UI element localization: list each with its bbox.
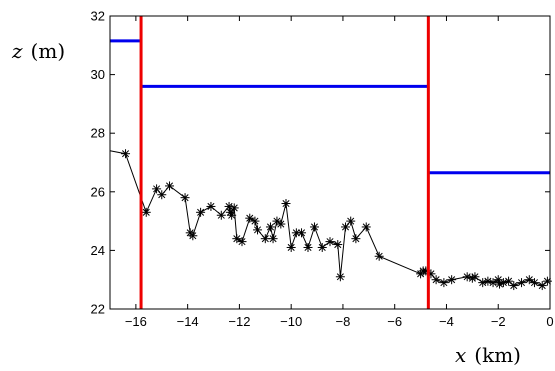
data-point-star [542, 276, 552, 286]
x-axis-unit: (km) [474, 343, 521, 367]
data-point-star [232, 234, 242, 244]
data-point-star [250, 216, 260, 226]
tick-labels: −16 −14 −12 −10 −8 −6 −4 −2 0 22 24 26 28 30 32 [91, 9, 554, 330]
data-point-star [447, 275, 457, 285]
data-point-star [216, 210, 226, 220]
y-tick-label: 26 [91, 184, 105, 199]
data-point-star [286, 242, 296, 252]
data-point-star [470, 272, 480, 282]
data-point-star [229, 203, 239, 213]
data-point-star [260, 234, 270, 244]
x-tick-label: −16 [125, 314, 147, 329]
series-line [109, 150, 548, 287]
y-axis-variable: z [11, 39, 23, 63]
data-point-star [335, 272, 345, 282]
data-point-star [165, 181, 175, 191]
data-point-star [152, 184, 162, 194]
data-point-star [309, 222, 319, 232]
x-axis-label: x (km) [455, 343, 521, 367]
y-tick-label: 32 [91, 9, 105, 24]
data-point-star [291, 228, 301, 238]
x-tick-label: −14 [177, 314, 199, 329]
y-tick-label: 30 [91, 67, 105, 82]
y-axis-unit: (m) [31, 39, 66, 63]
data-point-star [141, 207, 151, 217]
plot-frame [109, 15, 551, 310]
data-point-star [524, 275, 534, 285]
data-point-star [504, 276, 514, 286]
data-point-star [374, 251, 384, 261]
data-point-star [272, 216, 282, 226]
data-point-star [325, 237, 335, 247]
data-point-star [537, 281, 547, 291]
y-tick-label: 28 [91, 126, 105, 141]
data-point-star [245, 213, 255, 223]
data-point-star [529, 278, 539, 288]
data-point-star [333, 240, 343, 250]
x-tick-label: −4 [439, 314, 454, 329]
data-point-star [341, 222, 351, 232]
data-point-star [253, 225, 263, 235]
data-point-star [517, 278, 527, 288]
data-point-star [509, 281, 519, 291]
x-tick-label: −6 [387, 314, 402, 329]
plot-background [110, 16, 550, 309]
data-point-star [224, 201, 234, 211]
x-tick-label: −12 [228, 314, 250, 329]
y-tick-label: 22 [91, 302, 105, 317]
x-tick-label: 0 [546, 314, 553, 329]
data-point-star [439, 278, 449, 288]
data-point-star [188, 231, 198, 241]
y-tick-label: 24 [91, 243, 105, 258]
plot-area [109, 15, 552, 310]
data-point-star [157, 190, 167, 200]
y-axis-label: z (m) [11, 39, 65, 63]
data-point-star [431, 275, 441, 285]
data-point-star [276, 219, 286, 229]
x-axis-variable: x [455, 343, 466, 367]
data-point-star [488, 278, 498, 288]
data-point-star [462, 272, 472, 282]
data-point-star [346, 216, 356, 226]
data-point-star [180, 193, 190, 203]
data-point-star [281, 199, 291, 209]
data-point-star [317, 242, 327, 252]
data-point-star [361, 222, 371, 232]
data-point-star [467, 273, 477, 283]
data-point-star [478, 278, 488, 288]
data-point-star [206, 201, 216, 211]
x-tick-label: −8 [336, 314, 351, 329]
data-point-star [196, 207, 206, 217]
data-point-star [297, 228, 307, 238]
data-point-star [227, 210, 237, 220]
data-point-star [498, 278, 508, 288]
data-point-star [268, 234, 278, 244]
data-point-star [495, 279, 505, 289]
data-point-star [351, 234, 361, 244]
data-point-star [121, 149, 131, 159]
data-point-star [303, 242, 313, 252]
data-point-star [265, 222, 275, 232]
data-point-star [483, 276, 493, 286]
x-tick-label: −2 [491, 314, 506, 329]
x-tick-label: −10 [280, 314, 302, 329]
data-point-star [237, 237, 247, 247]
